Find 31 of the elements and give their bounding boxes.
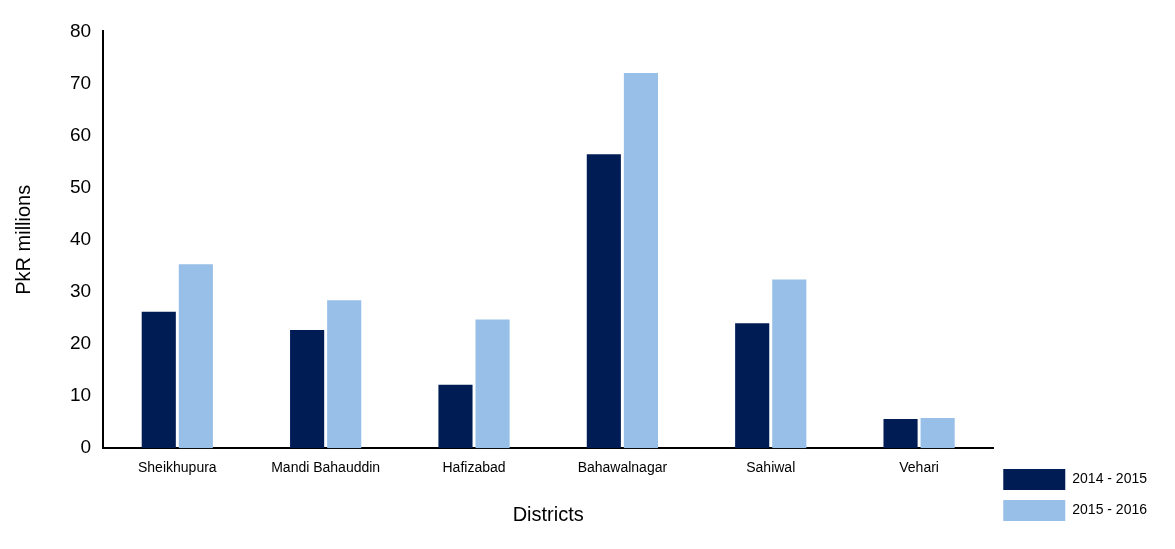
bar	[438, 384, 473, 449]
legend-label: 2015 - 2016	[1072, 501, 1148, 518]
y-tick-label: 70	[69, 71, 92, 93]
y-tick-label: 80	[69, 19, 92, 41]
y-tick-label: 50	[69, 175, 92, 197]
y-tick-label: 10	[69, 384, 92, 406]
bar	[920, 417, 955, 449]
bar	[178, 264, 213, 449]
x-tick-label: Sahiwal	[746, 459, 796, 476]
x-tick-label: Hafizabad	[442, 459, 506, 476]
bar	[290, 329, 325, 449]
y-tick-label: 0	[80, 436, 92, 458]
x-axis-title: Districts	[512, 502, 584, 525]
legend-label: 2014 - 2015	[1072, 470, 1148, 487]
bar	[141, 311, 176, 449]
bar	[772, 279, 807, 449]
x-tick-label: Bahawalnagar	[577, 459, 668, 476]
bar	[327, 300, 362, 449]
bar	[586, 154, 621, 449]
y-tick-label: 30	[69, 280, 92, 302]
y-axis-title: PkR millions	[11, 184, 34, 295]
bar	[883, 419, 918, 449]
y-tick-label: 20	[69, 332, 92, 354]
y-tick-label: 40	[69, 228, 92, 250]
bar	[475, 319, 510, 449]
y-tick-label: 60	[69, 123, 92, 145]
x-tick-label: Mandi Bahauddin	[271, 459, 381, 476]
x-tick-label: Vehari	[899, 459, 939, 476]
x-tick-label: Sheikhupura	[138, 459, 217, 476]
bar	[735, 323, 770, 449]
bar	[623, 73, 658, 449]
